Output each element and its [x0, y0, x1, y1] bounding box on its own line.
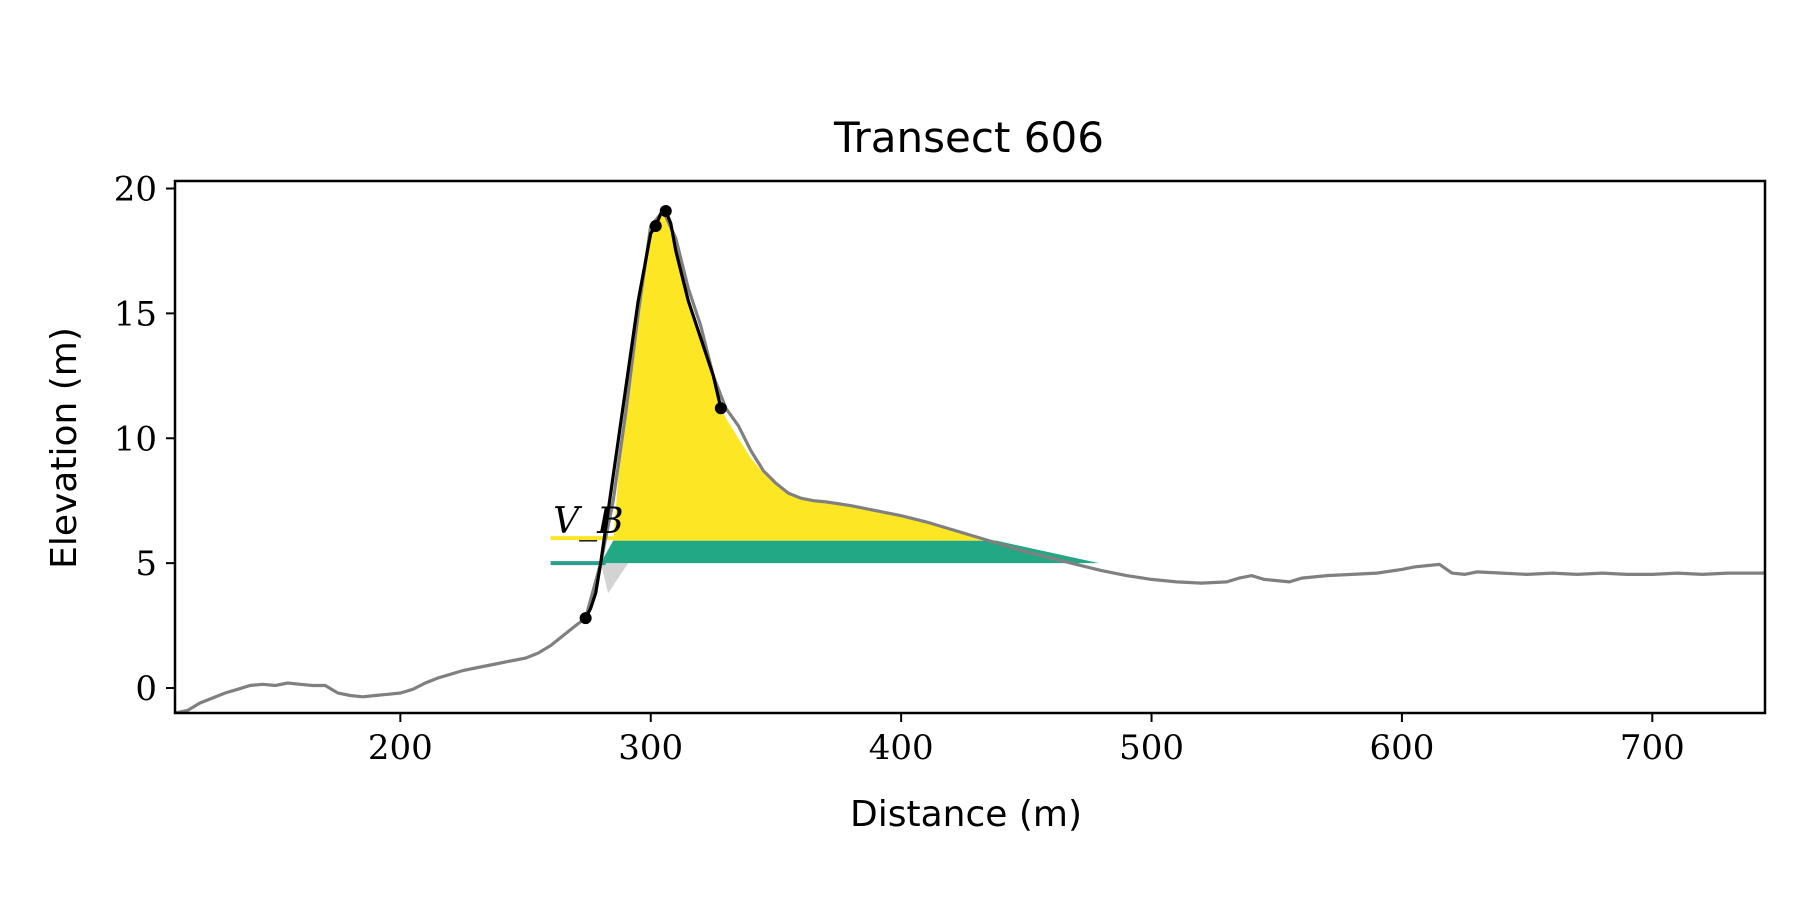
x-tick-label: 500 [1119, 728, 1184, 768]
x-axis-label: Distance (m) [850, 794, 1082, 835]
key-point-marker [714, 402, 727, 415]
x-tick-label: 600 [1369, 728, 1434, 768]
key-point-marker [649, 219, 662, 232]
x-axis-ticks: 200 300 400 500 600 700 [368, 713, 1685, 768]
y-tick-label: 10 [114, 419, 157, 459]
plot-frame [173, 179, 1767, 715]
key-point-marker [579, 612, 592, 625]
x-tick-label: 400 [869, 728, 934, 768]
volume-above-area [613, 211, 997, 541]
x-tick-label: 300 [618, 728, 683, 768]
toe-wedge-area [600, 563, 629, 594]
key-point-marker [659, 204, 672, 217]
x-tick-label: 700 [1620, 728, 1685, 768]
profile-line [175, 208, 1765, 713]
plot-area: V_B [175, 204, 1765, 713]
x-tick-label: 200 [368, 728, 433, 768]
y-tick-label: 5 [135, 544, 157, 584]
y-tick-label: 0 [135, 669, 157, 709]
volume-annotation-label: V_B [553, 501, 623, 542]
y-tick-label: 15 [114, 294, 157, 334]
volume-band-area [600, 540, 1099, 564]
y-tick-label: 20 [114, 169, 157, 209]
y-axis-ticks: 0 5 10 15 20 [114, 169, 175, 709]
chart-title: Transect 606 [833, 113, 1104, 162]
y-axis-label: Elevation (m) [44, 327, 85, 569]
